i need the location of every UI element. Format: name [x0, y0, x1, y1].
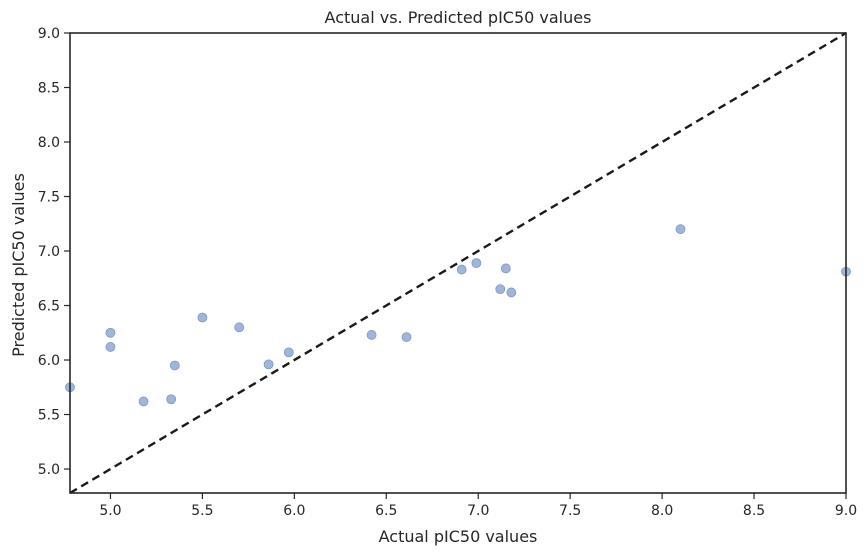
scatter-point — [197, 312, 208, 323]
plot-frame — [69, 32, 847, 494]
y-axis-ticks: 5.0 5.5 6.0 6.5 7.0 7.5 8.0 8.5 9.0 — [38, 26, 70, 478]
scatter-point — [234, 322, 245, 333]
scatter-point — [138, 396, 149, 407]
chart-title: Actual vs. Predicted pIC50 values — [325, 8, 592, 27]
y-tick-label: 5.5 — [38, 408, 60, 424]
x-tick-label: 9.0 — [835, 503, 857, 519]
y-tick-label: 7.0 — [38, 244, 60, 260]
scatter-point — [495, 284, 506, 295]
x-tick-label: 5.0 — [99, 503, 121, 519]
y-tick-label: 7.5 — [38, 190, 60, 206]
x-tick-label: 5.5 — [191, 503, 213, 519]
scatter-point — [471, 258, 482, 268]
x-tick-label: 7.0 — [467, 503, 489, 519]
scatter-point — [263, 359, 274, 370]
scatter-point — [105, 327, 116, 338]
y-tick-label: 8.0 — [38, 135, 60, 151]
scatter-point — [456, 264, 467, 275]
scatter-point — [500, 263, 511, 274]
scatter-point — [283, 347, 294, 358]
y-tick-label: 6.0 — [38, 353, 60, 369]
scatter-point — [675, 224, 686, 235]
scatter-point — [105, 342, 116, 352]
x-tick-label: 6.0 — [283, 503, 305, 519]
x-axis-label: Actual pIC50 values — [379, 527, 538, 546]
reference-diagonal-line — [69, 31, 847, 495]
scatter-point — [166, 394, 177, 405]
y-tick-label: 5.0 — [38, 462, 60, 478]
y-tick-label: 9.0 — [38, 26, 60, 42]
scatter-point — [506, 287, 517, 298]
y-tick-label: 8.5 — [38, 81, 60, 97]
y-axis-label: Predicted pIC50 values — [9, 173, 28, 357]
scatter-point — [401, 332, 412, 343]
y-tick-label: 6.5 — [38, 299, 60, 315]
x-tick-label: 8.5 — [743, 503, 765, 519]
x-tick-label: 8.0 — [651, 503, 673, 519]
scatter-point — [366, 330, 377, 340]
scatter-point — [169, 360, 180, 371]
x-tick-label: 7.5 — [559, 503, 581, 519]
scatter-points — [65, 224, 851, 407]
x-axis-ticks: 5.0 5.5 6.0 6.5 7.0 7.5 8.0 8.5 9.0 — [99, 493, 857, 519]
x-tick-label: 6.5 — [375, 503, 397, 519]
